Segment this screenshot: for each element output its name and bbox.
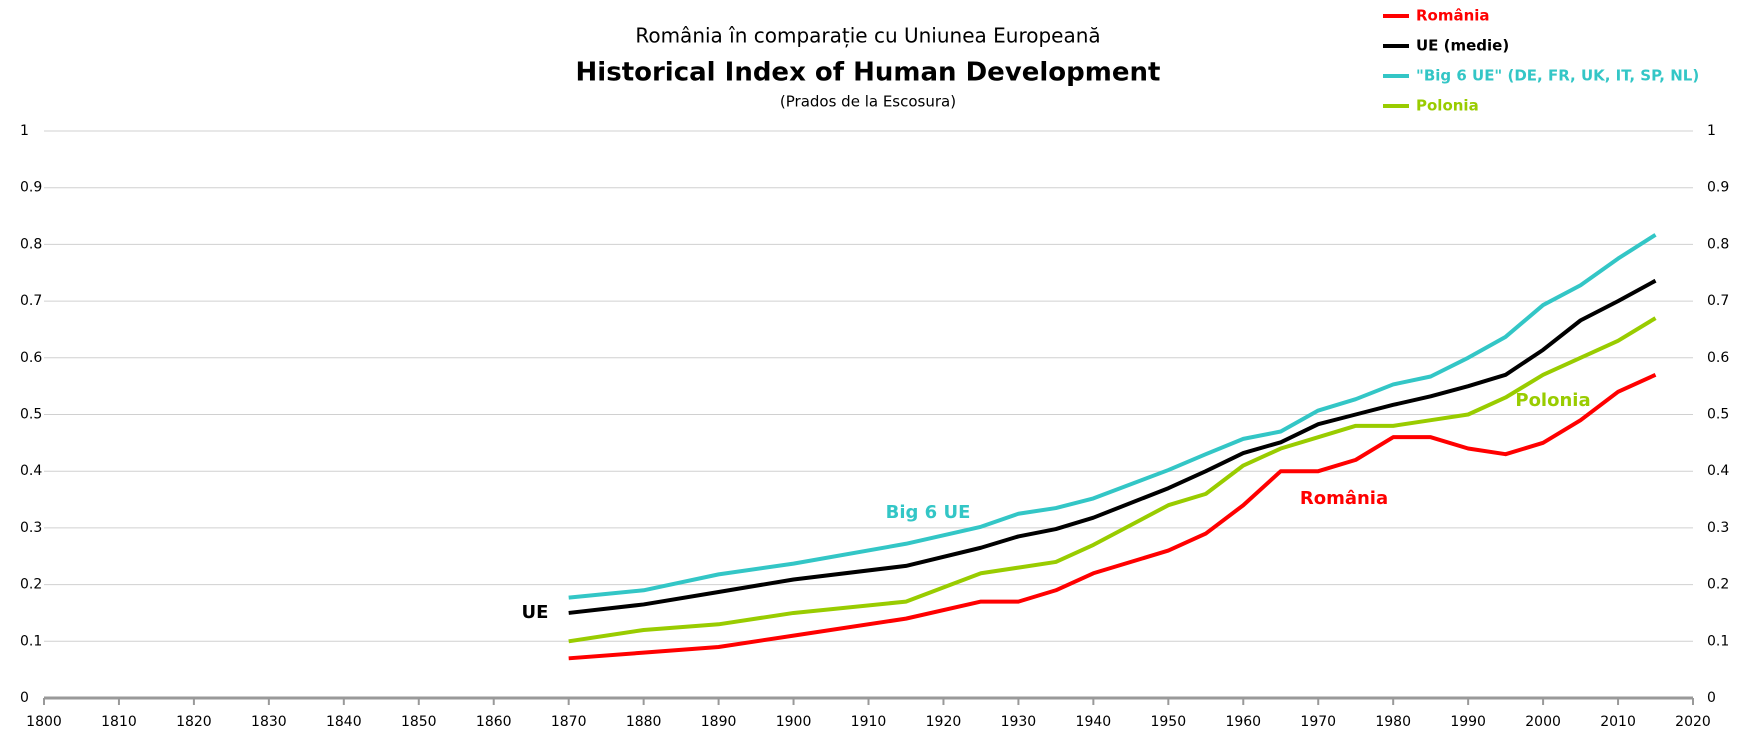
x-tick-label: 1800 (26, 714, 62, 730)
x-tick-label: 1950 (1150, 714, 1186, 730)
y-tick-label: 1 (20, 123, 29, 139)
y-tick-label: 0.3 (20, 520, 42, 536)
y2-tick-label: 0 (1707, 690, 1716, 706)
x-tick-label: 1940 (1076, 714, 1112, 730)
y2-tick-label: 0.3 (1707, 520, 1729, 536)
y2-tick-label: 0.4 (1707, 463, 1729, 479)
x-tick-label: 1930 (1001, 714, 1037, 730)
x-tick-label: 1880 (626, 714, 662, 730)
chart-title: Historical Index of Human Development (576, 58, 1161, 88)
series-line (568, 316, 1657, 644)
y-tick-label: 0.6 (20, 350, 42, 366)
x-tick-label: 1960 (1225, 714, 1261, 730)
series-line (568, 372, 1657, 661)
x-tick-label: 1840 (326, 714, 362, 730)
y2-tick-label: 0.9 (1707, 180, 1729, 196)
legend-label: UE (medie) (1416, 37, 1509, 55)
annotation: Big 6 UE (886, 502, 971, 523)
x-tick-label: 1980 (1375, 714, 1411, 730)
x-tick-label: 1820 (176, 714, 212, 730)
y-tick-label: 0.8 (20, 236, 42, 252)
y-tick-label: 0.2 (20, 577, 42, 593)
x-tick-label: 1860 (476, 714, 512, 730)
y2-tick-label: 0.8 (1707, 236, 1729, 252)
y2-tick-label: 0.7 (1707, 293, 1729, 309)
chart-subtitle: România în comparație cu Uniunea Europea… (635, 24, 1100, 48)
series-line (568, 233, 1657, 600)
y2-tick-label: 0.2 (1707, 577, 1729, 593)
y-tick-label: 0.4 (20, 463, 42, 479)
x-tick-label: 2000 (1525, 714, 1561, 730)
legend-label: România (1416, 7, 1490, 25)
legend-label: "Big 6 UE" (DE, FR, UK, IT, SP, NL) (1416, 67, 1699, 85)
annotation: Polonia (1515, 390, 1590, 411)
series-line (568, 278, 1657, 615)
y-tick-label: 0.9 (20, 180, 42, 196)
y2-tick-label: 0.5 (1707, 407, 1729, 423)
x-tick-label: 1900 (776, 714, 812, 730)
y2-tick-label: 0.6 (1707, 350, 1729, 366)
x-tick-label: 1870 (551, 714, 587, 730)
x-tick-label: 2020 (1675, 714, 1711, 730)
x-tick-label: 1830 (251, 714, 287, 730)
x-tick-label: 2010 (1600, 714, 1636, 730)
x-tick-label: 1910 (851, 714, 887, 730)
y-tick-label: 0.5 (20, 407, 42, 423)
x-tick-label: 1970 (1300, 714, 1336, 730)
x-tick-label: 1920 (926, 714, 962, 730)
legend-label: Polonia (1416, 97, 1479, 115)
x-tick-label: 1850 (401, 714, 437, 730)
annotation: UE (522, 602, 549, 623)
x-tick-label: 1990 (1450, 714, 1486, 730)
x-tick-label: 1810 (101, 714, 137, 730)
x-tick-label: 1890 (701, 714, 737, 730)
y-tick-label: 0.7 (20, 293, 42, 309)
y-tick-label: 0 (20, 690, 29, 706)
y2-tick-label: 1 (1707, 123, 1716, 139)
y2-tick-label: 0.1 (1707, 633, 1729, 649)
chart-note: (Prados de la Escosura) (780, 93, 956, 111)
y-tick-label: 0.1 (20, 633, 42, 649)
annotation: România (1300, 488, 1388, 509)
